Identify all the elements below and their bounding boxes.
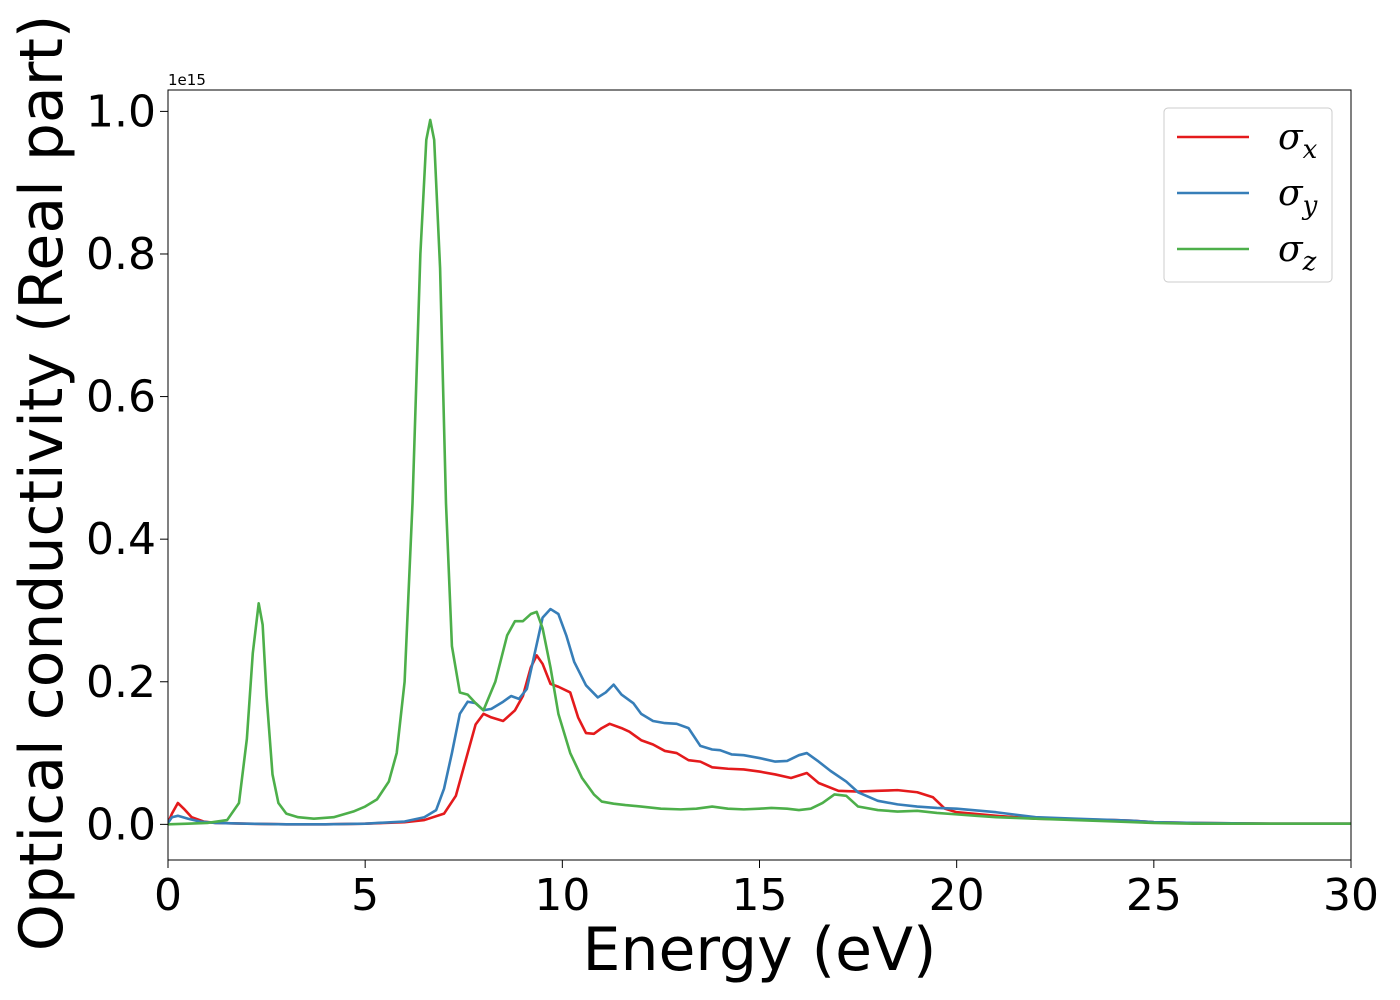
y-tick-label: 0.2 (86, 657, 156, 708)
legend: σx σy σz (1163, 107, 1333, 283)
legend-label-x: σx (1278, 117, 1318, 165)
x-axis-ticks: 0 5 10 15 20 25 30 (154, 860, 1379, 921)
y-axis-ticks: 0.0 0.2 0.4 0.6 0.8 1.0 (86, 86, 168, 850)
legend-label-z: σz (1278, 229, 1317, 277)
x-axis-title: Energy (eV) (583, 915, 937, 985)
x-tick-label: 0 (154, 870, 182, 921)
legend-label-y: σy (1278, 173, 1318, 221)
x-tick-label: 10 (534, 870, 590, 921)
series-layer (168, 118, 1351, 826)
legend-box (1163, 107, 1333, 283)
x-tick-label: 15 (732, 870, 788, 921)
x-tick-label: 30 (1323, 870, 1379, 921)
y-tick-label: 1.0 (86, 86, 156, 137)
y-tick-label: 0.4 (86, 514, 156, 565)
x-tick-label: 20 (929, 870, 985, 921)
series-line-z (168, 118, 1351, 826)
series-line-y (168, 607, 1351, 826)
y-tick-label: 0.0 (86, 799, 156, 850)
x-tick-label: 25 (1126, 870, 1182, 921)
y-tick-label: 0.6 (86, 372, 156, 423)
y-axis-title: Optical conductivity (Real part) (7, 15, 77, 952)
y-axis-offset-text: 1e15 (168, 71, 206, 89)
x-tick-label: 5 (351, 870, 379, 921)
y-tick-label: 0.8 (86, 229, 156, 280)
